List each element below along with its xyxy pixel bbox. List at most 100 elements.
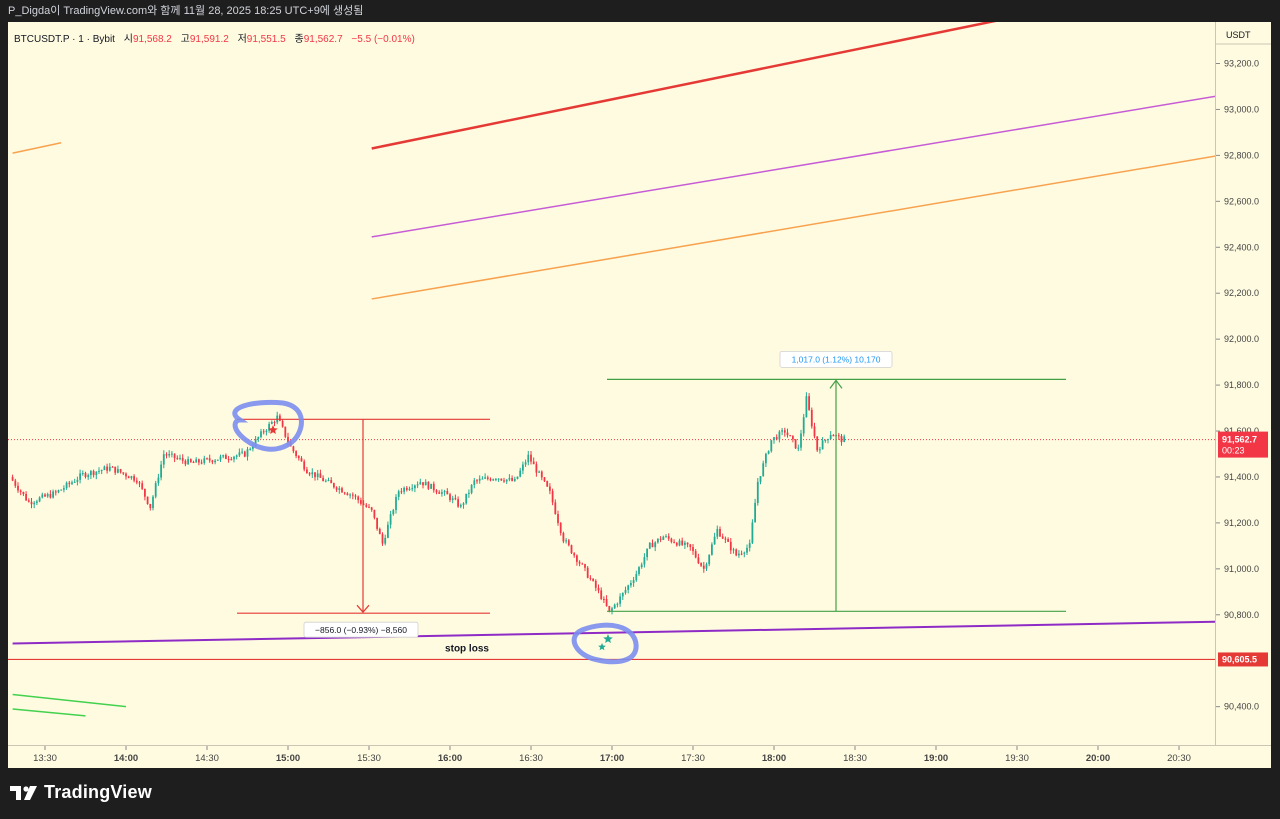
price-tick-label: 92,400.0	[1224, 242, 1259, 252]
candle-body	[489, 478, 492, 481]
candle-body	[73, 481, 76, 483]
measure-down-label-text: −856.0 (−0.93%) −8,560	[315, 625, 407, 635]
candle-body	[600, 590, 603, 599]
candle-body	[330, 480, 333, 484]
candle-body	[843, 436, 846, 443]
chart-pane[interactable]: −856.0 (−0.93%) −8,560 1,017.0 (1.12%) 10…	[8, 22, 1215, 745]
candle-body	[781, 430, 783, 432]
candle-body	[794, 439, 797, 449]
candle-body	[95, 471, 98, 476]
candle-body	[114, 466, 117, 473]
candle-body	[41, 494, 44, 498]
candle-body	[311, 472, 314, 475]
candle-body	[797, 447, 800, 449]
candle-body	[473, 480, 476, 485]
middle-channel-line	[371, 95, 1215, 238]
candle-body	[92, 471, 95, 476]
candle-body	[211, 460, 214, 463]
candle-body	[567, 540, 570, 546]
price-scale-svg: USDT 93,200.0 93,000.0 92,800.0 92,600.0 92,4…	[1216, 30, 1272, 712]
candle-body	[162, 454, 165, 465]
open-label: 시	[123, 34, 133, 45]
candle-body	[403, 487, 405, 492]
candle-body	[435, 490, 438, 493]
candle-body	[570, 545, 573, 554]
candle-body	[740, 553, 743, 555]
candle-body	[554, 502, 557, 515]
time-tick-label: 16:00	[438, 753, 462, 764]
candle-body	[648, 542, 651, 549]
candle-body	[681, 540, 684, 545]
time-scale[interactable]: 13:30 14:00 14:30 15:00 15:30 16:00 16:30 17:00…	[8, 745, 1271, 768]
tradingview-logo: TradingView	[10, 782, 152, 803]
candle-body	[292, 446, 295, 452]
candle-body	[246, 449, 249, 457]
time-tick-label: 18:00	[762, 753, 786, 764]
candle-body	[643, 557, 646, 565]
candle-body	[540, 471, 543, 478]
candle-body	[657, 538, 659, 543]
candle-body	[71, 482, 73, 484]
price-chart[interactable]: −856.0 (−0.93%) −8,560 1,017.0 (1.12%) 10…	[8, 22, 1215, 745]
current-price-badge	[1218, 431, 1268, 458]
candle-body	[254, 438, 257, 447]
candle-body	[538, 471, 540, 473]
candle-body	[500, 478, 503, 481]
candle-body	[365, 504, 368, 507]
low-marker-star-1	[603, 634, 613, 643]
candle-body	[800, 433, 802, 448]
candle-body	[457, 499, 459, 507]
candle-body	[314, 472, 316, 478]
close-label: 종	[294, 34, 304, 45]
candle-body	[840, 435, 843, 443]
candle-body	[270, 422, 273, 424]
candle-body	[511, 478, 513, 481]
symbol-label[interactable]: BTCUSDT.P · 1 · Bybit	[14, 34, 115, 45]
candle-body	[711, 544, 713, 555]
candle-body	[516, 476, 519, 479]
candle-body	[108, 466, 111, 471]
candle-body	[179, 457, 181, 459]
candle-body	[303, 461, 306, 470]
candle-body	[208, 458, 211, 461]
candle-body	[603, 598, 605, 600]
price-tick-label: 91,200.0	[1224, 518, 1259, 528]
candle-body	[395, 496, 397, 511]
candle-body	[684, 542, 686, 545]
price-scale[interactable]: USDT 93,200.0 93,000.0 92,800.0 92,600.0 92,4…	[1215, 22, 1272, 745]
candle-body	[422, 482, 424, 486]
candle-body	[719, 528, 721, 537]
candle-body	[716, 528, 719, 537]
time-tick-label: 19:00	[924, 753, 948, 764]
candle-body	[241, 451, 243, 453]
candle-body	[608, 605, 611, 611]
candle-body	[338, 488, 341, 490]
candle-body	[381, 534, 384, 544]
candle-body	[748, 543, 751, 548]
candle-body	[130, 476, 133, 479]
candle-body	[738, 553, 740, 556]
lower-green-line-1	[12, 693, 127, 708]
candle-body	[17, 485, 19, 491]
candle-body	[192, 462, 195, 464]
candle-body	[33, 502, 36, 505]
candle-body	[459, 504, 462, 507]
candle-body	[90, 471, 92, 476]
candle-body	[154, 483, 157, 497]
candle-body	[546, 481, 549, 487]
candle-body	[670, 538, 673, 542]
candle-body	[324, 480, 327, 482]
candle-body	[181, 457, 184, 461]
measure-down-label-box	[303, 621, 419, 638]
price-tick-label: 91,400.0	[1224, 472, 1259, 482]
candle-body	[692, 547, 694, 552]
candle-body	[651, 542, 654, 548]
candle-body	[597, 587, 600, 591]
upper-channel-line	[371, 22, 997, 150]
candle-body	[84, 473, 87, 478]
candle-body	[373, 509, 376, 518]
change-value: −5.5 (−0.01%)	[351, 34, 415, 45]
candle-body	[222, 455, 225, 457]
candle-body	[300, 458, 303, 462]
candle-body	[789, 435, 792, 437]
